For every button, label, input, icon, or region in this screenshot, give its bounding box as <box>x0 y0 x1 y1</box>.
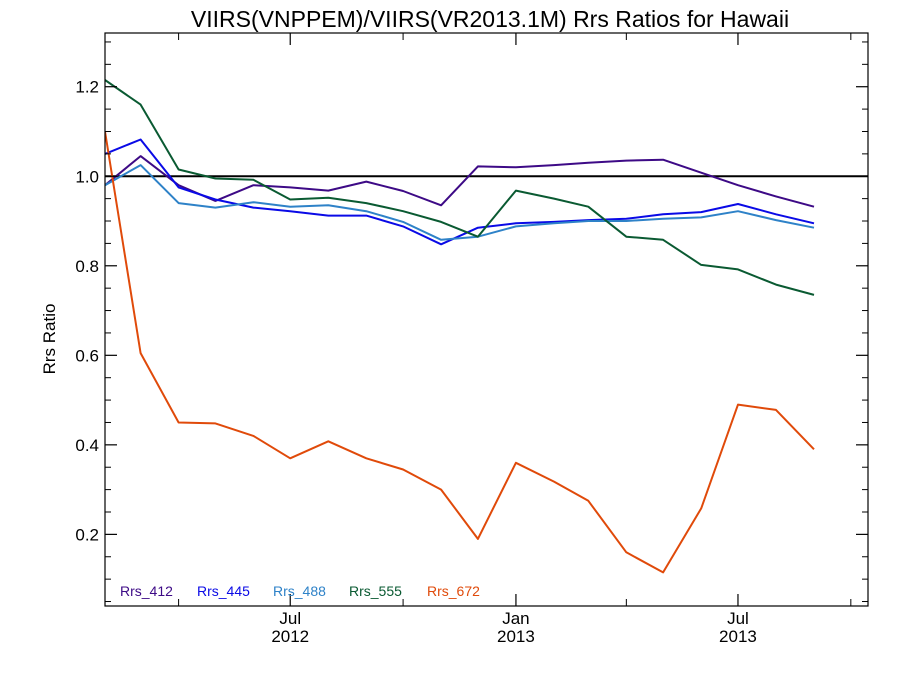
y-tick-label: 0.6 <box>75 346 99 365</box>
legend-entry-rrs-412: Rrs_412 <box>120 583 173 599</box>
chart-title: VIIRS(VNPPEM)/VIIRS(VR2013.1M) Rrs Ratio… <box>191 6 789 32</box>
plot-frame <box>104 32 869 607</box>
legend: Rrs_412 Rrs_445 Rrs_488 Rrs_555 Rrs_672 <box>120 583 480 599</box>
legend-entry-rrs-488: Rrs_488 <box>273 583 326 599</box>
x-tick-label-year: 2013 <box>497 627 535 646</box>
y-tick-label: 0.4 <box>75 436 99 455</box>
series-line-rrs-445 <box>105 138 815 246</box>
legend-entry-rrs-445: Rrs_445 <box>197 583 250 599</box>
legend-entry-rrs-555: Rrs_555 <box>349 583 402 599</box>
x-tick-label-month: Jan <box>502 609 529 628</box>
x-tick-label-year: 2012 <box>271 627 309 646</box>
series-layer <box>105 79 815 574</box>
x-tick-label-year: 2013 <box>719 627 757 646</box>
x-tick-label-month: Jul <box>279 609 301 628</box>
x-tick-label-month: Jul <box>727 609 749 628</box>
y-axis-label: Rrs Ratio <box>40 304 59 375</box>
y-tick-label: 1.0 <box>75 167 99 186</box>
series-line-rrs-672 <box>105 131 815 574</box>
y-tick-label: 0.2 <box>75 525 99 544</box>
y-tick-label: 1.2 <box>75 78 99 97</box>
y-tick-label: 0.8 <box>75 257 99 276</box>
legend-entry-rrs-672: Rrs_672 <box>427 583 480 599</box>
series-line-rrs-555 <box>105 79 815 296</box>
series-line-rrs-412 <box>105 155 815 208</box>
series-line-rrs-488 <box>105 164 815 241</box>
